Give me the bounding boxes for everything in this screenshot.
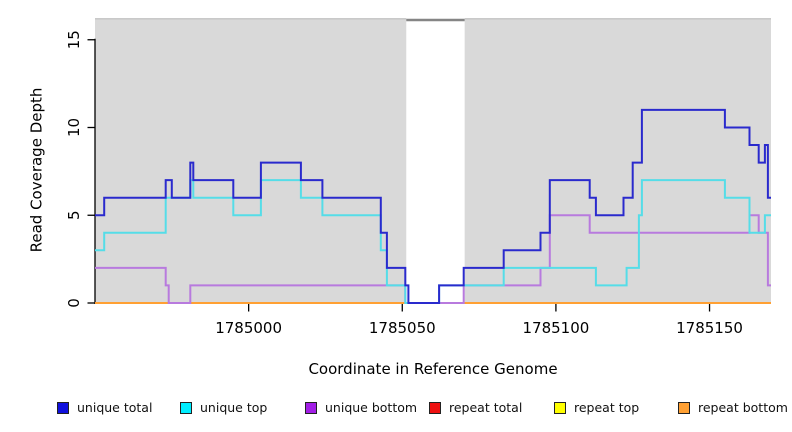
series-line-unique-bottom bbox=[95, 214, 771, 304]
y-axis-title: Read Coverage Depth bbox=[27, 87, 46, 253]
gap-band bbox=[406, 18, 465, 304]
y-axis-title-wrap: Read Coverage Depth bbox=[27, 88, 46, 253]
y-tick-label: 10 bbox=[65, 118, 83, 137]
x-tick-label: 1785000 bbox=[215, 319, 282, 337]
x-tick-label: 1785150 bbox=[676, 319, 743, 337]
x-axis-title: Coordinate in Reference Genome bbox=[308, 360, 558, 378]
x-tick-label: 1785050 bbox=[369, 319, 436, 337]
x-tick-label: 1785100 bbox=[523, 319, 590, 337]
y-tick-label: 0 bbox=[65, 298, 83, 308]
y-tick-label: 5 bbox=[65, 210, 83, 220]
y-tick-label: 15 bbox=[65, 30, 83, 49]
series-line-unique-total bbox=[95, 108, 771, 304]
